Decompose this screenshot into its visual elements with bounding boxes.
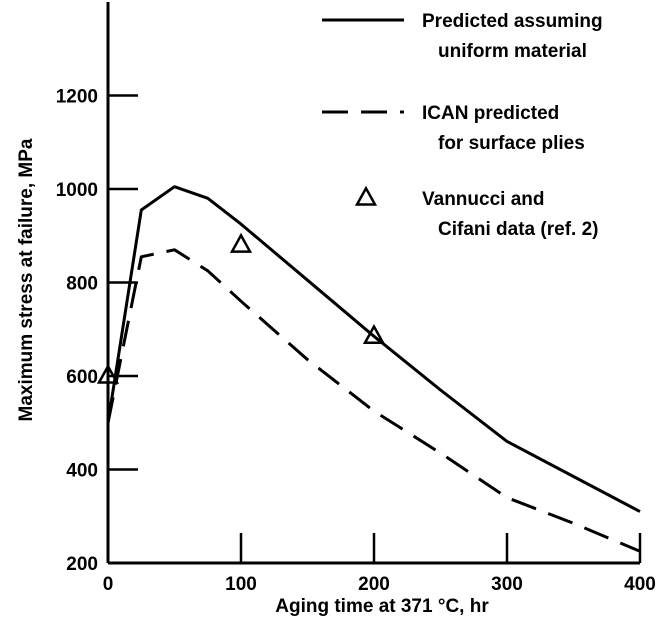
y-tick-label: 1000: [56, 180, 98, 201]
legend-label: Vannucci and: [422, 189, 544, 210]
y-tick-label: 400: [66, 461, 98, 482]
legend-label: Predicted assuming: [422, 11, 603, 32]
x-tick-label: 300: [491, 574, 523, 595]
x-tick-label: 0: [103, 574, 114, 595]
axes: [106, 2, 640, 565]
x-tick-label: 400: [624, 574, 656, 595]
x-tick-label: 200: [358, 574, 390, 595]
series-line-ican-predicted: [106, 248, 641, 553]
series-line-uniform-material: [106, 185, 641, 513]
x-axis-title: Aging time at 371 °C, hr: [275, 596, 489, 617]
y-tick-label: 1200: [56, 87, 98, 108]
ticks: 0 100 200 300 400 200 400 600 800 1000 1200: [56, 87, 656, 596]
data-point-triangle: [362, 323, 386, 344]
legend-label: for surface plies: [438, 133, 585, 154]
legend-label: Cifani data (ref. 2): [438, 219, 598, 240]
series: [96, 185, 641, 553]
y-axis-title: Maximum stress at failure, MPa: [16, 138, 37, 421]
y-tick-label: 200: [66, 554, 98, 575]
x-tick-label: 100: [225, 574, 257, 595]
legend-label: ICAN predicted: [422, 103, 559, 124]
data-point-triangle: [229, 232, 253, 253]
y-tick-label: 800: [66, 274, 98, 295]
legend-label: uniform material: [438, 41, 587, 62]
y-tick-label: 600: [66, 367, 98, 388]
legend-symbol-triangle: [354, 185, 378, 206]
data-point-triangle: [96, 363, 120, 384]
legend: Predicted assuming uniform material ICAN p…: [322, 11, 603, 240]
